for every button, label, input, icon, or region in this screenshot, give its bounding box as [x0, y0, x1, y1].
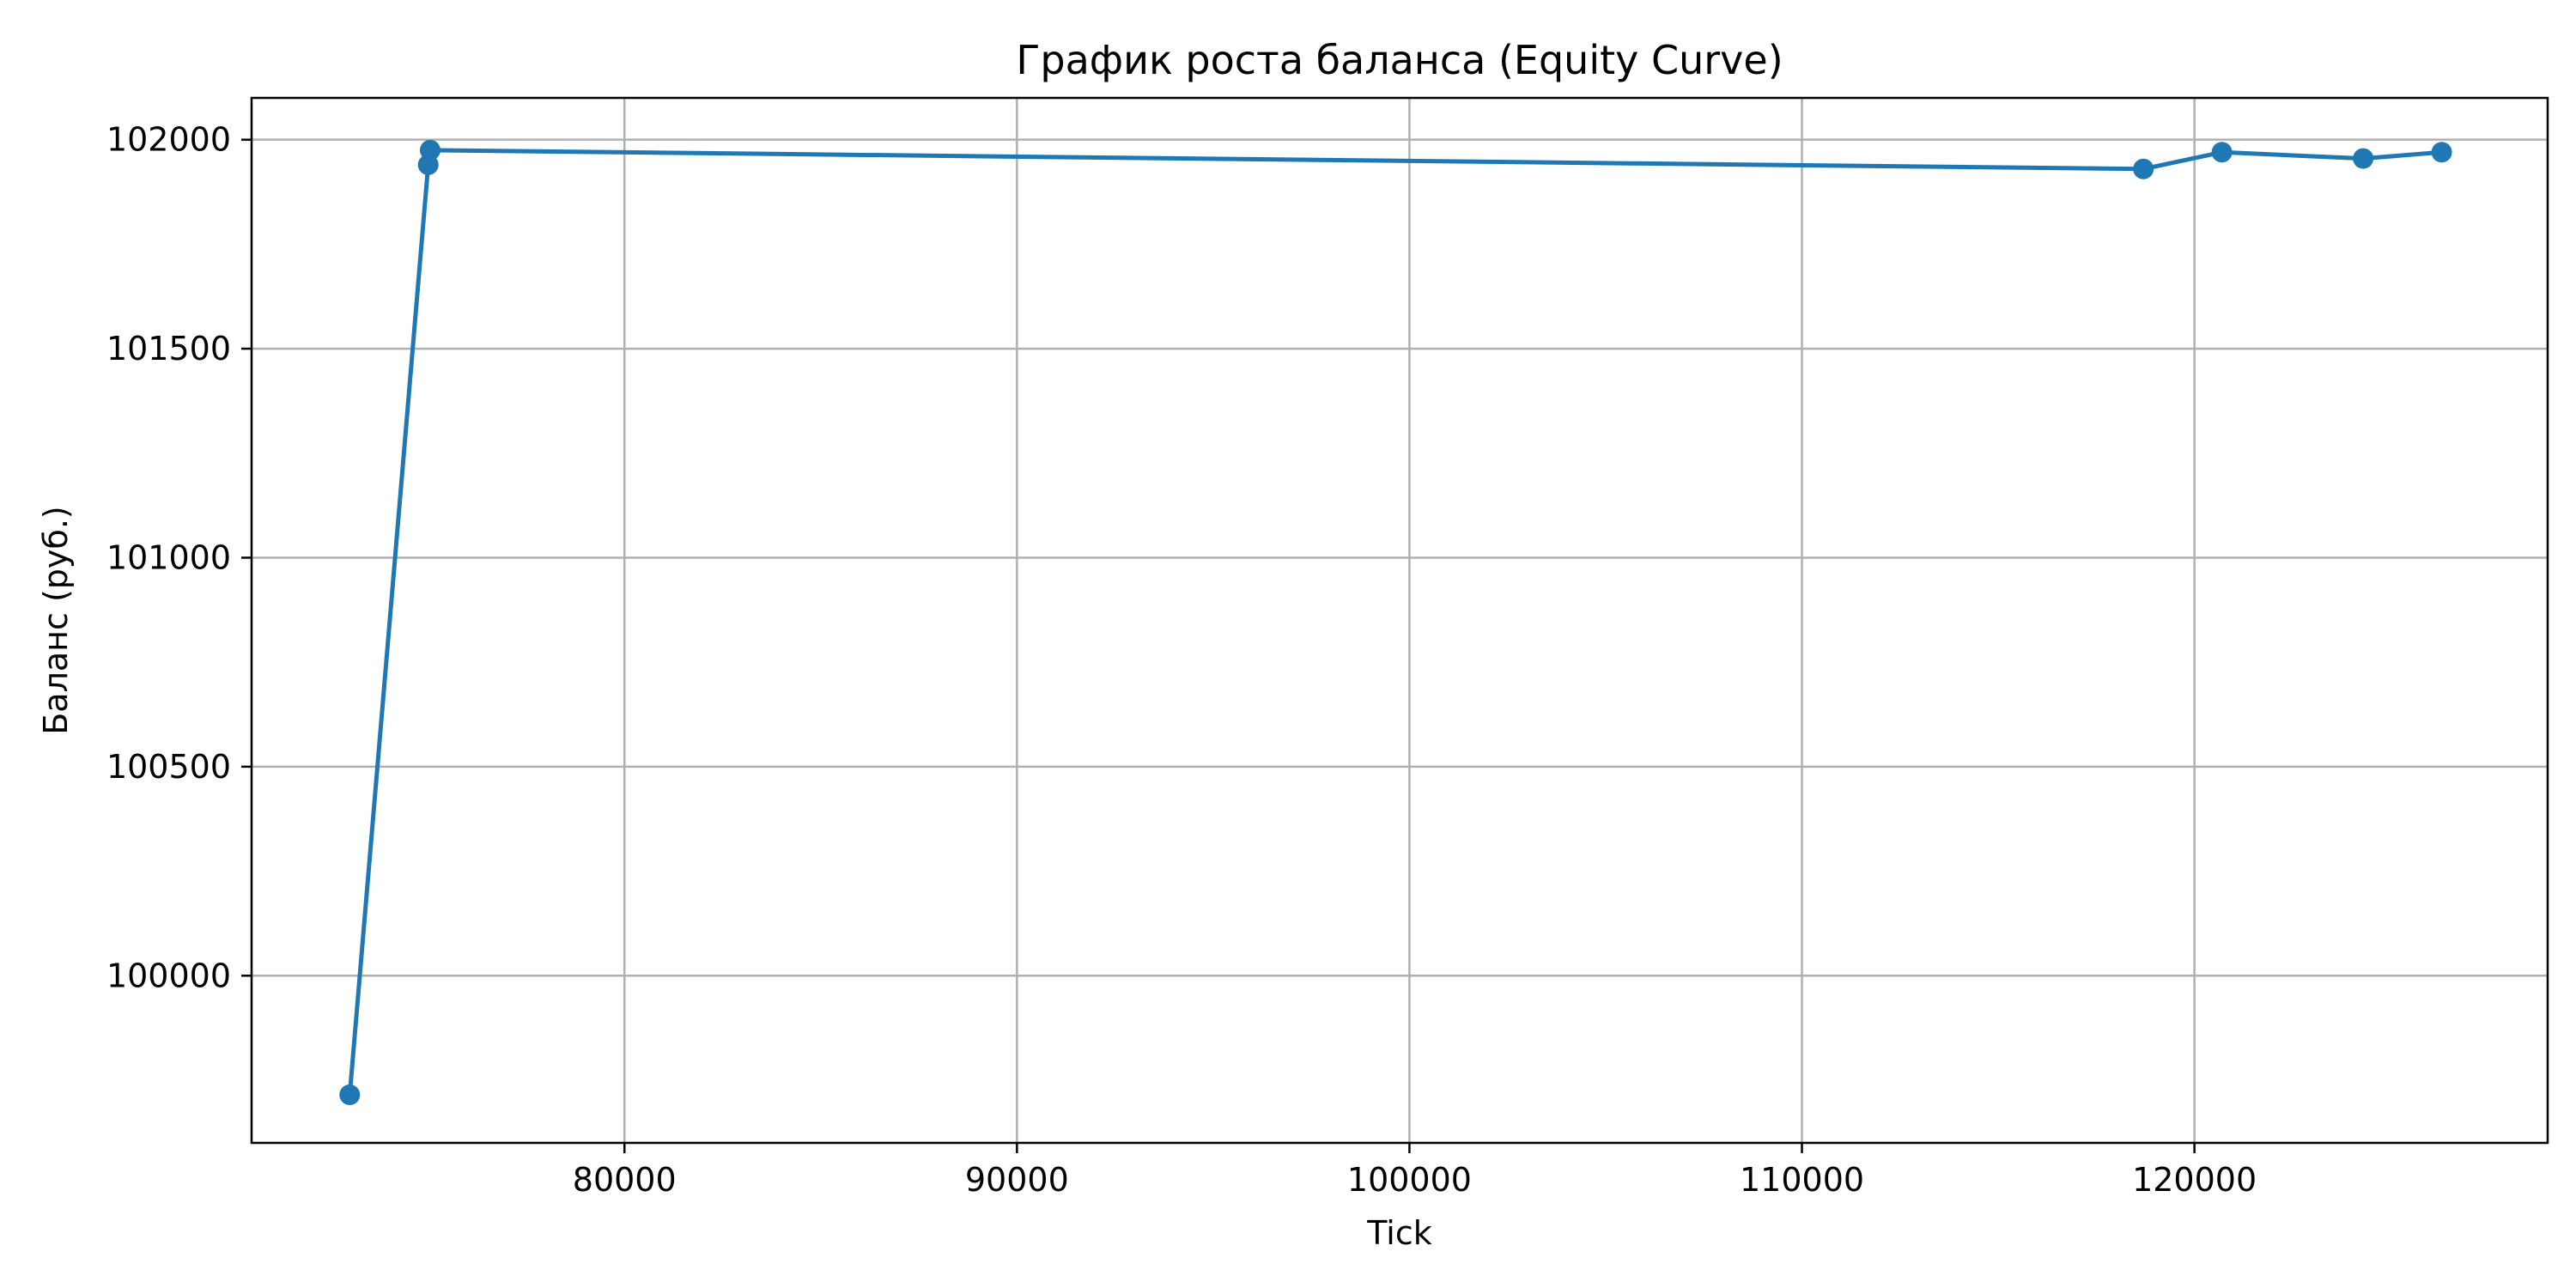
axis-ticks: 80000 90000 100000 110000 120000 100000 100500…: [106, 121, 2257, 1199]
x-tick-label: 100000: [1347, 1161, 1472, 1199]
x-tick-label: 120000: [2132, 1161, 2257, 1199]
y-tick-label: 101500: [106, 330, 231, 368]
series-layer: [339, 139, 2452, 1106]
y-axis-label: Баланс (руб.): [37, 506, 75, 735]
plot-area-frame: [250, 96, 2549, 1145]
data-point: [2211, 142, 2233, 163]
chart-title: График роста баланса (Equity Curve): [1016, 37, 1783, 83]
x-tick-label: 90000: [965, 1161, 1069, 1199]
y-tick-label: 100500: [106, 748, 231, 786]
x-tick-label: 110000: [1740, 1161, 1864, 1199]
data-point: [2431, 142, 2452, 163]
x-tick-label: 80000: [573, 1161, 677, 1199]
y-tick-label: 100000: [106, 957, 231, 994]
grid: [252, 98, 2548, 1143]
data-point: [2133, 158, 2154, 179]
data-point: [2353, 148, 2374, 169]
x-axis-label: Tick: [1366, 1214, 1432, 1252]
y-tick-label: 102000: [106, 121, 231, 159]
y-tick-label: 101000: [106, 538, 231, 576]
data-point: [339, 1084, 361, 1106]
data-point: [419, 139, 440, 161]
